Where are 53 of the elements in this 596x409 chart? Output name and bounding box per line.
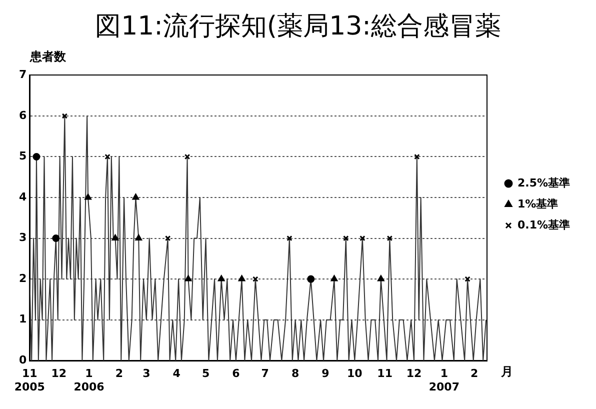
x-tick-label: 6 xyxy=(232,367,240,380)
legend-label: 2.5%基準 xyxy=(517,176,570,190)
point xyxy=(414,154,420,160)
x-tick-label: 2 xyxy=(470,367,478,380)
point xyxy=(52,234,60,242)
x-tick-label: 11 xyxy=(377,367,392,380)
y-tick-label: 0 xyxy=(19,353,27,366)
point xyxy=(238,275,246,282)
point xyxy=(184,275,192,282)
point xyxy=(164,235,171,242)
point xyxy=(84,194,92,200)
x-tick-label: 1 2006 xyxy=(74,367,105,394)
point xyxy=(112,234,119,241)
y-axis-title: 患者数 xyxy=(29,49,67,64)
x-axis-title: 月 xyxy=(500,364,513,379)
point xyxy=(135,234,142,241)
point xyxy=(378,275,384,282)
point xyxy=(218,275,225,282)
x-tick-label: 10 xyxy=(347,367,363,380)
point xyxy=(343,235,349,242)
point xyxy=(252,276,258,282)
point xyxy=(132,194,140,200)
x-tick-label: 12 xyxy=(51,367,66,380)
y-tick-label: 2 xyxy=(19,272,27,285)
point xyxy=(464,276,470,282)
x-tick-label: 1 2007 xyxy=(428,367,460,394)
point xyxy=(360,235,366,242)
legend-label: 1%基準 xyxy=(517,197,558,210)
x-tick-label: 5 xyxy=(202,367,210,380)
point xyxy=(62,113,68,119)
chart-title: 図11:流行探知(薬局13:総合感冒薬 xyxy=(95,11,501,42)
point xyxy=(307,275,315,283)
y-tick-label: 3 xyxy=(19,231,27,244)
point xyxy=(184,154,190,160)
point xyxy=(386,235,393,242)
y-tick-label: 1 xyxy=(19,312,27,326)
point xyxy=(286,235,292,242)
point xyxy=(104,154,110,160)
y-tick-label: 6 xyxy=(19,108,27,122)
point xyxy=(330,275,338,282)
x-tick-label: 2 xyxy=(115,367,124,380)
x-tick-label: 3 xyxy=(142,367,150,380)
x-tick-label: 12 xyxy=(406,367,422,380)
x-tick-label: 8 xyxy=(291,367,300,380)
y-tick-label: 5 xyxy=(19,150,27,163)
point xyxy=(32,152,40,160)
x-tick-label: 11 2005 xyxy=(14,367,45,394)
legend-label: 0.1%基準 xyxy=(517,218,570,232)
y-tick-label: 4 xyxy=(19,190,27,204)
x-tick-label: 7 xyxy=(261,367,269,380)
x-tick-label: 9 xyxy=(322,367,330,380)
x-tick-label: 4 xyxy=(172,367,181,380)
y-tick-label: 7 xyxy=(19,68,27,82)
